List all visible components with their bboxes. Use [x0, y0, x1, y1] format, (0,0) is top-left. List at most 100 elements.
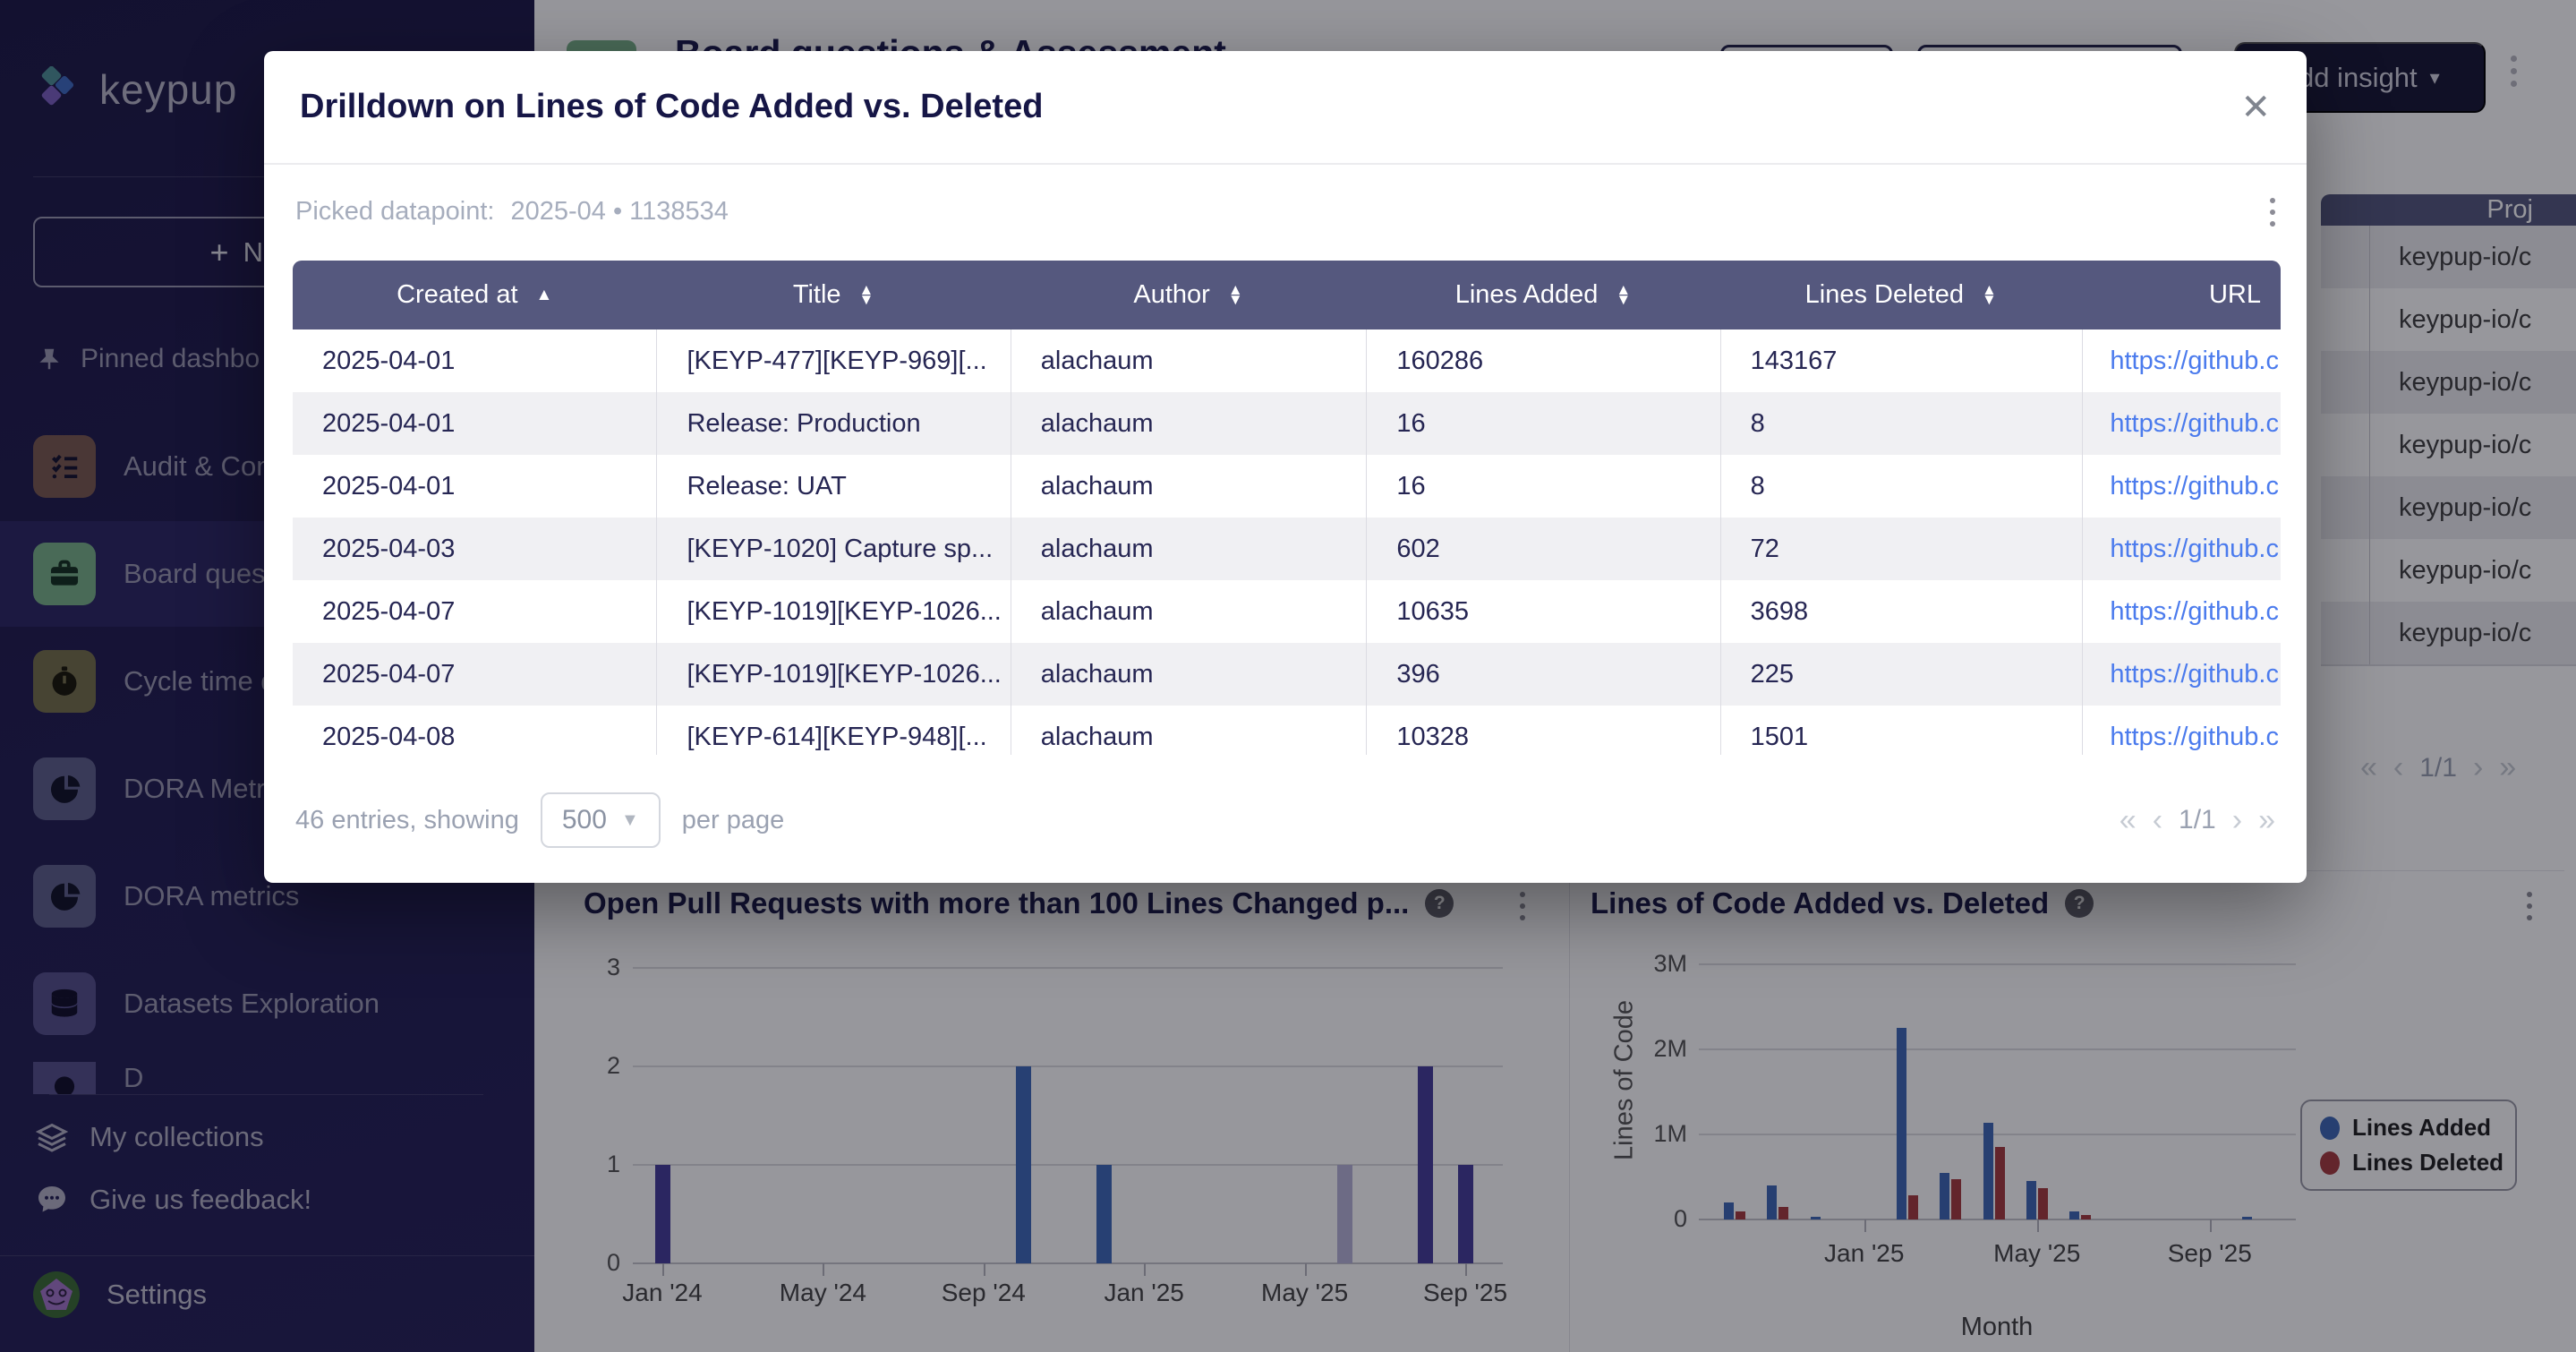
- github-link[interactable]: https://github.c: [2110, 722, 2279, 751]
- chart-right-title: Lines of Code Added vs. Deleted: [1591, 886, 2050, 920]
- cell-author: alachaum: [1010, 580, 1367, 643]
- bar-oct-24: [1016, 1066, 1032, 1263]
- plus-icon: +: [209, 233, 229, 270]
- help-icon[interactable]: ?: [2065, 889, 2094, 918]
- sidebar-link-my-collections[interactable]: My collections: [36, 1121, 264, 1153]
- table-row: 2025-04-07 [KEYP-1019][KEYP-1026... alacha…: [293, 643, 2281, 706]
- cell-lines-deleted: 3698: [1719, 580, 2082, 643]
- cell-url[interactable]: https://github.c: [2081, 518, 2281, 580]
- keypup-logo[interactable]: keypup: [33, 65, 237, 114]
- sidebar-item-label: Cycle time d: [124, 665, 277, 697]
- per-page-suffix: per page: [681, 805, 785, 834]
- github-link[interactable]: https://github.c: [2110, 471, 2279, 501]
- gridline: [633, 1164, 1503, 1166]
- picked-datapoint-label: Picked datapoint:: [295, 197, 495, 226]
- cell-created-at: 2025-04-01: [322, 408, 456, 438]
- sidebar-item-dora-metrics[interactable]: DORA metrics: [0, 843, 534, 949]
- cell-title: Release: UAT: [656, 455, 1010, 518]
- sidebar-item-datasets-exploration[interactable]: Datasets Exploration: [0, 951, 534, 1057]
- sidebar-item-audit-com[interactable]: Audit & Com: [0, 414, 534, 519]
- legend-item: Lines Deleted: [2320, 1149, 2515, 1177]
- cell-lines-deleted: 8: [1719, 455, 2082, 518]
- column-header-lines-deleted[interactable]: Lines Deleted ▲ ▼: [1804, 280, 1997, 309]
- chart-left-kebab-icon[interactable]: [1520, 892, 1525, 920]
- sort-icon[interactable]: ▲ ▼: [1982, 280, 1997, 308]
- pinned-dashboards-label: Pinned dashbo: [81, 344, 260, 373]
- sidebar-link-give-us-feedback-[interactable]: Give us feedback!: [36, 1184, 311, 1216]
- bar-lines-added-dec-24: [1810, 1217, 1821, 1219]
- page-indicator: 1/1: [2419, 752, 2457, 783]
- cell-url[interactable]: https://github.c: [2081, 329, 2281, 392]
- keypup-logo-icon: [33, 66, 80, 113]
- sidebar-item-settings[interactable]: Settings: [33, 1271, 207, 1318]
- sidebar-item-d[interactable]: D: [0, 1062, 534, 1094]
- legend-dot-icon: [2320, 1116, 2340, 1140]
- cell-created-at: 2025-04-03: [322, 534, 456, 563]
- cell-url[interactable]: https://github.c: [2081, 706, 2281, 755]
- sidebar-item-dora-metric[interactable]: DORA Metric: [0, 736, 534, 842]
- briefcase-icon: [33, 543, 96, 605]
- table-kebab-icon[interactable]: [2270, 197, 2275, 227]
- x-axis-tick: [1864, 1219, 1866, 1232]
- cell-url[interactable]: https://github.c: [2081, 455, 2281, 518]
- bar-lines-deleted-nov-24: [1778, 1206, 1789, 1219]
- background-table: keypup-io/c keypup-io/c keypup-io/c keypup-…: [2321, 226, 2576, 666]
- page-kebab-menu-icon[interactable]: [2511, 56, 2517, 87]
- gridline: [633, 1065, 1503, 1067]
- page-indicator: 1/1: [2179, 805, 2216, 834]
- bar-lines-deleted-jun-25: [2081, 1215, 2091, 1219]
- pinned-dashboards-section[interactable]: Pinned dashbo: [36, 344, 260, 374]
- cell-lines-added: 16: [1366, 392, 1719, 455]
- column-header-created-at[interactable]: Created at ▲: [397, 280, 553, 309]
- gridline: [1699, 1048, 2296, 1050]
- charts-middle-divider: [1569, 882, 1570, 1352]
- cell-title: [KEYP-614][KEYP-948][...: [656, 706, 1010, 755]
- x-axis-line: [1699, 1219, 2296, 1220]
- sidebar-item-cycle-time-d[interactable]: Cycle time d: [0, 629, 534, 734]
- table-header-row: Created at ▲ Title ▲ ▼ Author ▲ ▼ Lines Added ▲ ▼ L…: [293, 261, 2281, 329]
- github-link[interactable]: https://github.c: [2110, 534, 2279, 563]
- picked-datapoint-row: Picked datapoint: 2025-04 • 1138534: [295, 197, 2275, 227]
- close-icon[interactable]: ✕: [2240, 87, 2271, 127]
- github-link[interactable]: https://github.c: [2110, 596, 2279, 626]
- column-header-lines-added[interactable]: Lines Added ▲ ▼: [1454, 280, 1632, 309]
- cell-created-at: 2025-04-01: [322, 471, 456, 501]
- x-axis-tick-label: May '25: [1261, 1279, 1349, 1306]
- sort-icon[interactable]: ▲ ▼: [1227, 280, 1243, 308]
- background-table-pagination[interactable]: « ‹ 1/1 › »: [2360, 750, 2516, 785]
- sort-icon[interactable]: ▲ ▼: [858, 280, 874, 308]
- column-header-author[interactable]: Author ▲ ▼: [1133, 280, 1243, 309]
- x-axis-tick-label: May '24: [779, 1279, 866, 1306]
- gridline: [1699, 1134, 2296, 1135]
- github-link[interactable]: https://github.c: [2110, 346, 2279, 375]
- bar-lines-added-nov-24: [1767, 1185, 1778, 1219]
- column-header-title[interactable]: Title ▲ ▼: [792, 280, 874, 309]
- github-link[interactable]: https://github.c: [2110, 408, 2279, 438]
- x-axis-tick-label: Jan '25: [1824, 1239, 1905, 1267]
- cell-url[interactable]: https://github.c: [2081, 643, 2281, 706]
- per-page-select[interactable]: 500 ▼: [540, 792, 661, 848]
- github-link[interactable]: https://github.c: [2110, 659, 2279, 689]
- drilldown-modal: Drilldown on Lines of Code Added vs. Del…: [264, 51, 2307, 883]
- cell-url[interactable]: https://github.c: [2081, 392, 2281, 455]
- chart-right-kebab-icon[interactable]: [2527, 892, 2532, 920]
- pin-icon: [36, 346, 63, 372]
- caret-down-icon: ▼: [620, 809, 639, 830]
- caret-down-icon: ▾: [2429, 65, 2440, 89]
- y-axis-tick-label: 1: [606, 1151, 620, 1177]
- cell-lines-added: 10635: [1366, 580, 1719, 643]
- table-row: 2025-04-01 Release: Production alachaum 16 8…: [293, 392, 2281, 455]
- cell-author: alachaum: [1010, 329, 1367, 392]
- sort-ascending-icon[interactable]: ▲: [535, 285, 553, 304]
- cell-url[interactable]: https://github.c: [2081, 580, 2281, 643]
- background-table-header: Proj: [2321, 194, 2576, 226]
- x-axis-tick-label: Jan '24: [622, 1279, 703, 1306]
- cell-author: alachaum: [1010, 392, 1367, 455]
- legend-item: Lines Added: [2320, 1114, 2515, 1142]
- sort-icon[interactable]: ▲ ▼: [1616, 280, 1632, 308]
- x-axis-tick-label: Sep '25: [2167, 1239, 2252, 1267]
- column-header-url[interactable]: URL: [2208, 280, 2261, 309]
- bar-lines-added-feb-25: [1897, 1028, 1906, 1219]
- help-icon[interactable]: ?: [1425, 889, 1454, 918]
- modal-pagination[interactable]: « ‹ 1/1 › »: [2120, 803, 2275, 838]
